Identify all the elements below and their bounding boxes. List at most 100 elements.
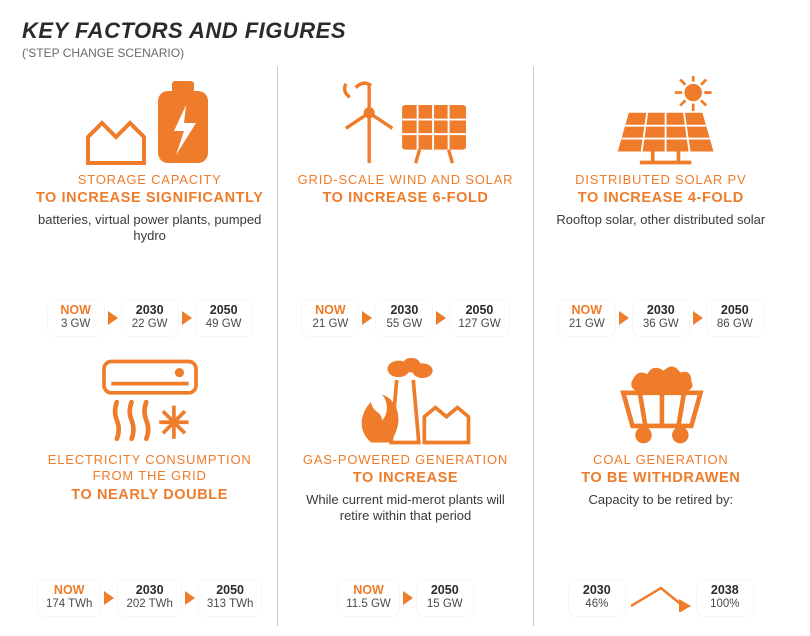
pill-value: 46% — [577, 598, 617, 611]
pill-value: 21 GW — [310, 318, 350, 331]
card-heading: DISTRIBUTED SOLAR PV — [556, 172, 765, 188]
pill-value: 3 GW — [56, 318, 96, 331]
card-emphasis: TO NEARLY DOUBLE — [34, 487, 265, 504]
arrow-icon — [436, 311, 446, 325]
card-text: GRID-SCALE WIND AND SOLAR TO INCREASE 6-F… — [298, 172, 514, 208]
pill-value: 100% — [705, 598, 745, 611]
card-emphasis: TO INCREASE SIGNIFICANTLY — [34, 190, 265, 207]
page-subtitle: ('STEP CHANGE SCENARIO) — [22, 46, 788, 60]
pill-label: NOW — [310, 304, 350, 317]
timeline-row: NOW21 GW 203055 GW 2050127 GW — [290, 292, 520, 336]
timeline-row: NOW174 TWh 2030202 TWh 2050313 TWh — [34, 572, 265, 616]
gas-plant-icon — [290, 354, 520, 450]
pill-value: 36 GW — [641, 318, 681, 331]
pill-label: 2030 — [384, 304, 424, 317]
pill-label: 2038 — [705, 584, 745, 597]
timeline-pill: 2050313 TWh — [199, 580, 261, 616]
card-emphasis: TO INCREASE 4-FOLD — [556, 190, 765, 207]
header: KEY FACTORS AND FIGURES ('STEP CHANGE SC… — [22, 18, 788, 60]
timeline-pill: NOW3 GW — [48, 300, 104, 336]
timeline-pill: NOW21 GW — [302, 300, 358, 336]
pill-label: NOW — [567, 304, 607, 317]
card-heading: GRID-SCALE WIND AND SOLAR — [298, 172, 514, 188]
aircon-icon — [34, 354, 265, 450]
timeline-pill: 203046% — [569, 580, 625, 616]
arrow-icon — [693, 311, 703, 325]
card-text: DISTRIBUTED SOLAR PV TO INCREASE 4-FOLD Ro… — [556, 172, 765, 228]
timeline-pill: 205049 GW — [196, 300, 252, 336]
timeline-row: NOW3 GW 203022 GW 205049 GW — [34, 292, 265, 336]
cards-grid: STORAGE CAPACITY TO INCREASE SIGNIFICANTL… — [22, 66, 788, 626]
arrow-icon — [619, 311, 629, 325]
card-description: Rooftop solar, other distributed solar — [556, 212, 765, 228]
card-heading: ELECTRICITY CONSUMPTION FROM THE GRID — [34, 452, 265, 485]
arrow-icon — [104, 591, 114, 605]
timeline-row: NOW11.5 GW 205015 GW — [290, 572, 520, 616]
pill-value: 21 GW — [567, 318, 607, 331]
card-text: COAL GENERATION TO BE WITHDRAWEN Capacity … — [581, 452, 740, 508]
timeline-pill: 2030202 TWh — [118, 580, 180, 616]
card-emphasis: TO INCREASE 6-FOLD — [298, 190, 514, 207]
card-heading: GAS-POWERED GENERATION — [290, 452, 520, 468]
arrow-icon — [108, 311, 118, 325]
card-description: While current mid-merot plants will reti… — [290, 492, 520, 525]
arrow-icon — [182, 311, 192, 325]
pill-value: 15 GW — [425, 598, 465, 611]
timeline-pill: 203022 GW — [122, 300, 178, 336]
card-gas_generation: GAS-POWERED GENERATION TO INCREASE While c… — [277, 346, 532, 626]
pill-value: 202 TWh — [126, 598, 172, 611]
pill-value: 55 GW — [384, 318, 424, 331]
pill-value: 49 GW — [204, 318, 244, 331]
card-electricity_consumption: ELECTRICITY CONSUMPTION FROM THE GRID TO … — [22, 346, 277, 626]
arrow-icon — [362, 311, 372, 325]
card-text: GAS-POWERED GENERATION TO INCREASE While c… — [290, 452, 520, 524]
sun-panel-icon — [546, 74, 776, 170]
card-text: STORAGE CAPACITY TO INCREASE SIGNIFICANTL… — [34, 172, 265, 244]
pill-label: 2050 — [207, 584, 253, 597]
timeline-pill: NOW174 TWh — [38, 580, 100, 616]
card-emphasis: TO INCREASE — [290, 470, 520, 487]
page-title: KEY FACTORS AND FIGURES — [22, 18, 788, 44]
pill-label: NOW — [346, 584, 391, 597]
pill-value: 127 GW — [458, 318, 500, 331]
pill-value: 22 GW — [130, 318, 170, 331]
timeline-pill: 2038100% — [697, 580, 753, 616]
card-wind_solar: GRID-SCALE WIND AND SOLAR TO INCREASE 6-F… — [277, 66, 532, 346]
card-distributed_pv: DISTRIBUTED SOLAR PV TO INCREASE 4-FOLD Ro… — [533, 66, 788, 346]
pill-label: 2050 — [715, 304, 755, 317]
card-description: batteries, virtual power plants, pumped … — [34, 212, 265, 245]
pill-label: 2030 — [130, 304, 170, 317]
timeline-pill: NOW21 GW — [559, 300, 615, 336]
pill-label: 2050 — [204, 304, 244, 317]
card-heading: STORAGE CAPACITY — [34, 172, 265, 188]
pill-label: 2030 — [126, 584, 172, 597]
pill-label: NOW — [56, 304, 96, 317]
pill-value: 86 GW — [715, 318, 755, 331]
card-text: ELECTRICITY CONSUMPTION FROM THE GRID TO … — [34, 452, 265, 504]
card-emphasis: TO BE WITHDRAWEN — [581, 470, 740, 487]
timeline-row: 203046% 2038100% — [546, 572, 776, 616]
timeline-row: NOW21 GW 203036 GW 205086 GW — [546, 292, 776, 336]
pill-label: NOW — [46, 584, 92, 597]
card-heading: COAL GENERATION — [581, 452, 740, 468]
card-coal_withdraw: COAL GENERATION TO BE WITHDRAWEN Capacity … — [533, 346, 788, 626]
timeline-pill: 2050127 GW — [450, 300, 508, 336]
timeline-pill: NOW11.5 GW — [338, 580, 399, 616]
timeline-pill: 205015 GW — [417, 580, 473, 616]
pill-value: 11.5 GW — [346, 598, 391, 611]
battery-factory-icon — [34, 74, 265, 170]
timeline-pill: 203036 GW — [633, 300, 689, 336]
pill-label: 2030 — [641, 304, 681, 317]
timeline-pill: 203055 GW — [376, 300, 432, 336]
card-storage: STORAGE CAPACITY TO INCREASE SIGNIFICANTL… — [22, 66, 277, 346]
pill-label: 2030 — [577, 584, 617, 597]
coal-cart-icon — [546, 354, 776, 450]
pill-label: 2050 — [458, 304, 500, 317]
wind-solar-icon — [290, 74, 520, 170]
pill-value: 313 TWh — [207, 598, 253, 611]
card-description: Capacity to be retired by: — [581, 492, 740, 508]
pill-label: 2050 — [425, 584, 465, 597]
arrow-icon — [185, 591, 195, 605]
timeline-pill: 205086 GW — [707, 300, 763, 336]
pill-value: 174 TWh — [46, 598, 92, 611]
